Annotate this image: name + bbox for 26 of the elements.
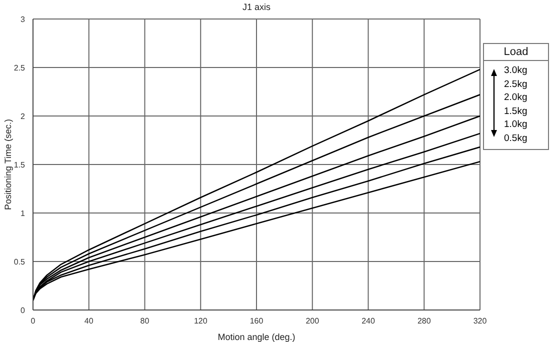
chart-title: J1 axis — [241, 2, 272, 12]
y-tick-label: 1.5 — [14, 160, 26, 170]
text: 1.5kg — [504, 104, 528, 118]
y-tick-label: 0 — [20, 306, 26, 315]
text: 1.0kg — [504, 118, 528, 132]
x-tick-label: 120 — [194, 316, 208, 326]
legend-label: 3.0kg — [504, 64, 528, 78]
y-tick-label: 1 — [20, 208, 26, 218]
x-tick-label: 280 — [417, 316, 432, 326]
legend-label: 0.5kg — [504, 132, 528, 145]
y-tick-label: 2 — [20, 112, 26, 121]
x-axis-title: Motion angle (deg.) — [218, 332, 296, 342]
text: 2.5kg — [504, 78, 528, 91]
text: 2.0kg — [504, 91, 528, 104]
x-tick-label: 80 — [140, 316, 150, 326]
x-tick-label: 320 — [473, 316, 488, 326]
y-tick-label: 2.5 — [14, 63, 26, 72]
x-tick-label: 0 — [30, 316, 36, 326]
y-tick-label: 0.5 — [14, 257, 26, 266]
legend-title: Load — [484, 44, 548, 61]
x-tick-label: 40 — [84, 316, 94, 326]
y-axis-title: Positioning Time (sec.) — [3, 118, 14, 210]
x-tick-label: 200 — [306, 316, 320, 326]
x-tick-label: 240 — [362, 316, 376, 326]
y-tick-label: 3 — [20, 14, 26, 24]
x-tick-label: 160 — [250, 316, 264, 326]
